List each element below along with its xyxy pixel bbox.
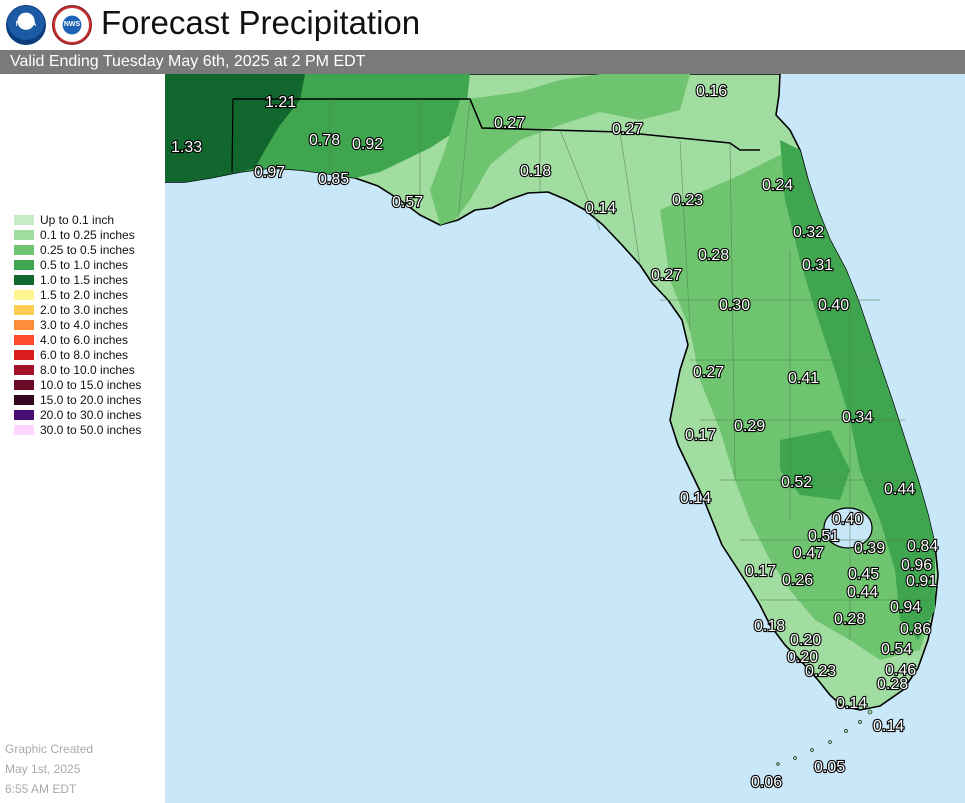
amount-label: 0.32 [793, 224, 824, 241]
amount-label: 0.78 [309, 132, 340, 149]
amount-label: 0.54 [881, 641, 912, 658]
moderate-zone-north [430, 74, 690, 225]
valid-time-bar: Valid Ending Tuesday May 6th, 2025 at 2 … [0, 50, 965, 74]
amount-label: 0.40 [818, 297, 849, 314]
amount-label: 0.39 [854, 540, 885, 557]
amount-label: 0.41 [788, 370, 819, 387]
amount-label: 0.06 [751, 774, 782, 791]
page-title: Forecast Precipitation [101, 4, 421, 41]
amount-label: 0.94 [890, 599, 921, 616]
amount-label: 0.27 [494, 115, 525, 132]
amount-label: 0.28 [698, 247, 729, 264]
amount-label: 0.96 [901, 557, 932, 574]
legend-swatch [14, 350, 34, 360]
amount-label: 0.57 [392, 194, 423, 211]
amount-label: 0.86 [900, 621, 931, 638]
nws-logo: NWS [52, 5, 92, 45]
amount-label: 0.18 [754, 618, 785, 635]
legend-swatch [14, 365, 34, 375]
amount-label: 1.33 [171, 139, 202, 156]
legend-swatch [14, 305, 34, 315]
amount-label: 0.44 [884, 481, 915, 498]
amount-label: 0.92 [352, 136, 383, 153]
amount-label: 0.47 [793, 545, 824, 562]
legend-swatch [14, 290, 34, 300]
amount-label: 0.28 [834, 611, 865, 628]
amount-label: 0.26 [782, 572, 813, 589]
legend-swatch [14, 380, 34, 390]
amount-label: 0.23 [805, 663, 836, 680]
amount-label: 0.14 [585, 200, 616, 217]
header: NOAA NWS Forecast Precipitation [0, 0, 965, 50]
amount-label: 0.29 [734, 418, 765, 435]
amount-label: 0.14 [680, 490, 711, 507]
amount-label: 0.46 [885, 662, 916, 679]
legend-swatch [14, 230, 34, 240]
amount-label: 0.14 [873, 718, 904, 735]
valid-time-text: Valid Ending Tuesday May 6th, 2025 at 2 … [10, 53, 366, 70]
amount-label: 0.16 [696, 83, 727, 100]
wet-zone-east-coast [780, 140, 935, 640]
lake-okeechobee [823, 507, 873, 549]
amount-label: 0.31 [802, 257, 833, 274]
legend-swatch [14, 275, 34, 285]
amount-label: 0.30 [719, 297, 750, 314]
amount-label: 0.52 [781, 474, 812, 491]
amount-label: 0.18 [520, 163, 551, 180]
legend-swatch [14, 320, 34, 330]
amount-label: 0.85 [318, 171, 349, 188]
amount-label: 0.14 [836, 695, 867, 712]
amount-label: 0.40 [832, 511, 863, 528]
amount-label: 0.23 [672, 192, 703, 209]
panhandle-heavy-zone [165, 74, 305, 182]
amount-label: 1.21 [265, 94, 296, 111]
legend-swatch [14, 260, 34, 270]
amount-label: 0.45 [848, 566, 879, 583]
amount-label: 0.27 [693, 364, 724, 381]
legend-swatch [14, 425, 34, 435]
amount-label: 0.84 [907, 538, 938, 555]
amount-label: 0.20 [787, 649, 818, 666]
florida-keys [776, 709, 873, 766]
legend-swatch [14, 335, 34, 345]
amount-labels: 1.21 1.33 0.78 0.92 0.97 0.85 0.57 0.27 … [170, 82, 939, 792]
amount-label: 0.91 [906, 573, 937, 590]
amount-label: 0.97 [254, 164, 285, 181]
legend-swatch [14, 395, 34, 405]
graphic-created-note: Graphic Created May 1st, 2025 6:55 AM ED… [5, 742, 94, 796]
amount-label: 0.24 [762, 177, 793, 194]
amount-label: 0.34 [842, 409, 873, 426]
amount-label: 0.17 [685, 427, 716, 444]
amount-label: 0.27 [612, 121, 643, 138]
legend-swatch [14, 245, 34, 255]
amount-label: 0.05 [814, 759, 845, 776]
county-lines [329, 98, 935, 640]
amount-label: 0.44 [847, 584, 878, 601]
amount-label: 0.28 [877, 676, 908, 693]
amount-label: 0.17 [745, 563, 776, 580]
amount-label: 0.51 [808, 528, 839, 545]
legend-swatch [14, 215, 34, 225]
amount-label: 0.27 [651, 267, 682, 284]
amount-label: 0.20 [790, 632, 821, 649]
al-fl-border [231, 98, 234, 173]
noaa-logo: NOAA [6, 5, 46, 45]
wet-zone-central [780, 430, 850, 500]
legend-swatch [14, 410, 34, 420]
precipitation-map[interactable]: 1.21 1.33 0.78 0.92 0.97 0.85 0.57 0.27 … [165, 74, 965, 803]
